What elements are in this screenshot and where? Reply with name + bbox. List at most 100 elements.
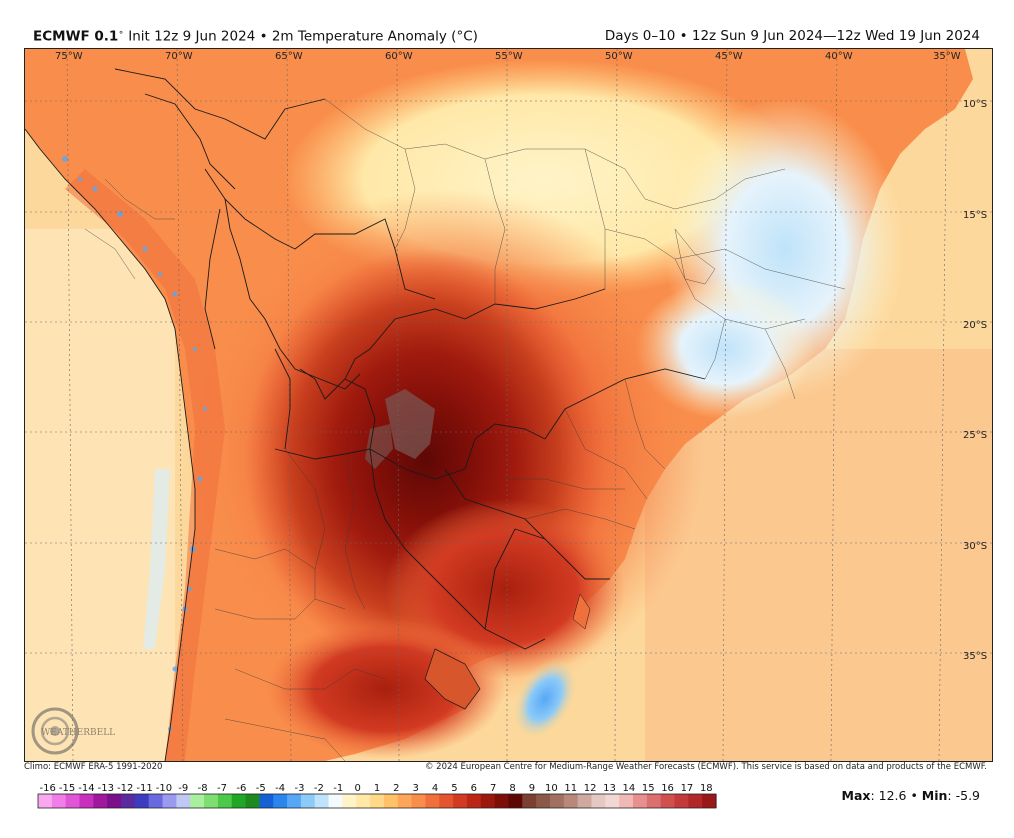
country-borders — [25, 68, 706, 761]
colorbar-swatch — [439, 794, 454, 808]
colorbar-tick-label: 12 — [584, 783, 597, 794]
longitude-labels: 75°W 70°W 65°W 60°W 55°W 50°W 45°W 40°W … — [55, 51, 961, 62]
colorbar-swatch — [383, 794, 399, 808]
colorbar-swatch — [300, 794, 316, 808]
state-borders — [84, 98, 846, 761]
colorbar-swatch — [231, 794, 247, 808]
colorbar-tick-label: -8 — [198, 783, 208, 794]
andes-band — [65, 169, 225, 761]
colorbar-swatch — [134, 794, 150, 808]
colorbar-tick-label: 10 — [545, 783, 558, 794]
colorbar-tick-label: 4 — [432, 783, 438, 794]
chile-coast-cool — [143, 469, 170, 649]
pacific-pale-band — [25, 229, 175, 761]
colorbar-tick-labels: -16 -15 -14 -13 -12 -11 -10 -9 -8 -7 -6 -5 -4 -3 -2 -1 0… — [40, 783, 713, 794]
colorbar-tick-label: 11 — [564, 783, 577, 794]
colorbar-swatch — [508, 794, 523, 808]
copyright-credit: © 2024 European Centre for Medium-Range … — [424, 762, 987, 772]
map-title: ECMWF 0.1∘ Init 12z 9 Jun 2024 • 2m Temp… — [33, 28, 478, 45]
valid-period: Days 0–10 • 12z Sun 9 Jun 2024—12z Wed 1… — [604, 28, 980, 44]
colorbar-swatch — [536, 794, 551, 808]
logo-swirl-icon — [31, 707, 79, 755]
colorbar-swatch — [65, 794, 81, 808]
colorbar-swatch — [217, 794, 233, 808]
colorbar-swatch — [190, 794, 205, 808]
colorbar-tick-label: 13 — [603, 783, 616, 794]
lat-label: 20°S — [963, 320, 987, 331]
lat-label: 10°S — [963, 99, 987, 110]
lat-label: 25°S — [963, 430, 987, 441]
colorbar-swatch — [162, 794, 177, 808]
logo-text: WEATHERBELL — [41, 728, 115, 738]
colorbar-swatch — [204, 794, 219, 808]
colorbar-tick-label: 18 — [700, 783, 713, 794]
lat-label: 35°S — [963, 651, 987, 662]
colorbar-swatch — [619, 794, 634, 808]
lon-label: 35°W — [933, 51, 961, 62]
colorbar-tick-label: -3 — [295, 783, 305, 794]
colorbar-swatch — [107, 794, 122, 808]
colorbar-tick-label: 6 — [471, 783, 477, 794]
colorbar-border — [37, 793, 717, 809]
colorbar-tick-label: 1 — [374, 783, 380, 794]
lon-label: 40°W — [825, 51, 853, 62]
colorbar-tick-label: 14 — [622, 783, 635, 794]
colorbar-tick-label: -9 — [178, 783, 188, 794]
colorbar-swatch — [370, 794, 385, 808]
colorbar-tick-label: -13 — [98, 783, 114, 794]
colorbar-swatch — [632, 794, 648, 808]
colorbar-tick-label: -10 — [156, 783, 172, 794]
temperature-anomaly-map: 75°W 70°W 65°W 60°W 55°W 50°W 45°W 40°W … — [24, 48, 993, 762]
colorbar-swatch — [38, 794, 53, 808]
colorbar-tick-label: -14 — [78, 783, 94, 794]
max-label: Max — [841, 788, 871, 803]
colorbar-tick-label: 16 — [661, 783, 674, 794]
colorbar-tick-label: 15 — [642, 783, 655, 794]
colorbar-swatch — [259, 794, 274, 808]
colorbar-tick-label: -16 — [40, 783, 56, 794]
colorbar-tick-label: -5 — [256, 783, 266, 794]
lon-label: 60°W — [385, 51, 413, 62]
colorbar-tick-label: 2 — [393, 783, 399, 794]
colorbar-tick-label: -6 — [236, 783, 246, 794]
lat-label: 15°S — [963, 210, 987, 221]
colorbar-swatch — [605, 794, 620, 808]
colorbar-tick-label: -4 — [275, 783, 285, 794]
colorbar-tick-label: -15 — [59, 783, 75, 794]
colorbar-swatch — [660, 794, 676, 808]
colorbar-swatch — [121, 794, 136, 808]
colorbar-swatch — [93, 794, 108, 808]
colorbar-swatch — [563, 794, 579, 808]
colorbar-tick-label: 5 — [451, 783, 457, 794]
colorbar-tick-label: -11 — [136, 783, 152, 794]
init-info: Init 12z 9 Jun 2024 • 2m Temperature Ano… — [128, 28, 478, 45]
latitude-labels: 10°S 15°S 20°S 25°S 30°S 35°S — [963, 99, 987, 662]
colorbar-swatch — [702, 794, 717, 808]
climo-credit: Climo: ECMWF ERA-5 1991-2020 — [24, 762, 163, 772]
lon-label: 50°W — [605, 51, 633, 62]
colorbar-swatch — [674, 794, 689, 808]
colorbar-swatch — [646, 794, 662, 808]
lon-label: 65°W — [275, 51, 303, 62]
lat-label: 30°S — [963, 541, 987, 552]
colorbar-swatch — [425, 794, 440, 808]
colorbar-swatch — [51, 794, 67, 808]
graticule — [25, 49, 992, 761]
colorbar-swatch — [314, 794, 330, 808]
colorbar-swatch — [328, 794, 344, 808]
colorbar-tick-label: -7 — [217, 783, 227, 794]
colorbar-swatch — [411, 794, 427, 808]
rio-de-la-plata — [424, 648, 481, 710]
model-name: ECMWF 0.1 — [33, 28, 119, 45]
colorbar-swatch — [453, 794, 468, 808]
max-value: 12.6 — [878, 788, 907, 803]
max-min-summary: Max: 12.6 • Min: -5.9 — [841, 788, 981, 803]
pantanal-patch — [385, 389, 435, 459]
colorbar-swatch — [273, 794, 288, 808]
colorbar-tick-label: -12 — [117, 783, 133, 794]
min-label: Min — [921, 788, 948, 803]
colorbar-tick-label: 17 — [681, 783, 694, 794]
min-value: -5.9 — [955, 788, 980, 803]
lagoa-dos-patos — [572, 593, 591, 630]
colorbar-swatch — [287, 794, 302, 808]
